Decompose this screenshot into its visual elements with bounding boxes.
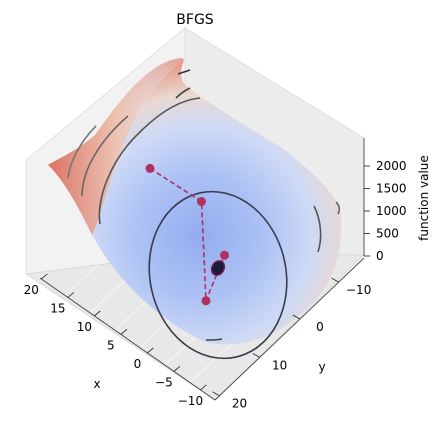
z-tick-label: 0	[376, 249, 384, 263]
x-tick-label: 5	[107, 338, 115, 352]
x-tick-mark	[173, 366, 181, 372]
optimizer-point	[197, 197, 206, 207]
x-tick-mark	[147, 347, 154, 354]
y-axis-ticks: −10 0 10 20	[212, 277, 371, 411]
optimizer-point	[201, 296, 211, 306]
z-axis-ticks: 0 500 1000 1500 2000	[364, 159, 407, 263]
optimizer-point	[220, 250, 229, 260]
contour-ring-2b	[313, 205, 322, 253]
optimizer-point	[145, 163, 155, 173]
x-tick-label: −5	[155, 375, 173, 389]
contour-ring-4	[67, 125, 97, 179]
x-axis-line	[39, 277, 216, 401]
y-tick-mark	[212, 391, 220, 397]
x-tick-mark	[41, 273, 48, 280]
x-tick-mark	[94, 310, 101, 317]
z-tick-label: 2000	[376, 159, 407, 173]
z-tick-label: 500	[376, 227, 399, 241]
x-axis-label: x	[93, 377, 100, 391]
y-tick-mark	[292, 314, 301, 320]
optimizer-minimum-point	[210, 260, 226, 276]
y-tick-mark	[252, 353, 260, 358]
x-tick-label: 10	[77, 320, 92, 334]
x-axis-ticks: 20 15 10 5 0 −5 −10	[24, 273, 207, 408]
y-tick-label: 10	[272, 358, 287, 372]
y-axis-label: y	[318, 360, 325, 374]
x-tick-label: 15	[50, 301, 65, 315]
contour-ring-2	[98, 97, 201, 225]
x-tick-mark	[200, 384, 207, 391]
z-axis-label: function value	[417, 155, 431, 241]
x-tick-mark	[67, 292, 75, 298]
y-tick-label: 0	[316, 320, 324, 334]
contour-ring-3	[81, 115, 129, 197]
contour-ring-3b	[335, 201, 341, 215]
contour-ring-5	[175, 87, 191, 99]
y-tick-label: −10	[346, 283, 371, 297]
z-tick-label: 1000	[376, 204, 407, 218]
x-tick-label: −10	[178, 394, 203, 408]
x-tick-mark	[120, 329, 128, 335]
y-axis-line	[214, 257, 365, 401]
contour-lines	[67, 69, 341, 360]
y-tick-label: 20	[232, 397, 247, 411]
contour-ring-inner	[148, 190, 288, 360]
chart-title: BFGS	[176, 12, 214, 28]
z-tick-label: 1500	[376, 182, 407, 196]
x-tick-label: 0	[134, 357, 142, 371]
contour-ring-6	[177, 69, 191, 75]
optimizer-path	[145, 163, 229, 306]
x-tick-label: 20	[24, 283, 39, 297]
contour-bottom-tick	[205, 338, 223, 341]
y-tick-mark	[331, 277, 339, 283]
